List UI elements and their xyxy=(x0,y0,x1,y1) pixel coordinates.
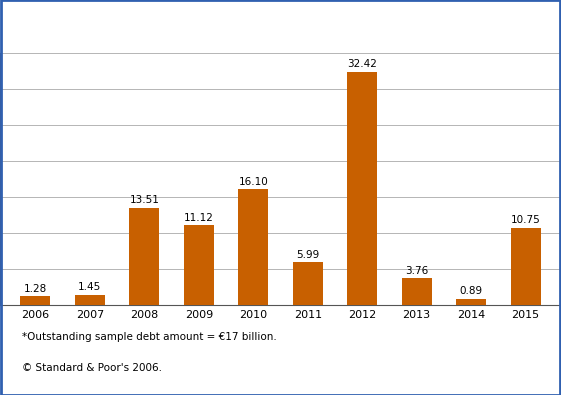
Bar xyxy=(130,208,159,305)
Bar xyxy=(20,296,50,305)
Text: 3.76: 3.76 xyxy=(405,266,428,276)
Text: 1.28: 1.28 xyxy=(24,284,47,293)
Bar xyxy=(456,299,486,305)
Text: Chart 5: Percentage Of Outstanding Debt Amount* In Each Year: Chart 5: Percentage Of Outstanding Debt … xyxy=(8,9,484,23)
Bar xyxy=(347,71,377,305)
Text: 11.12: 11.12 xyxy=(184,213,214,223)
Bar xyxy=(238,189,268,305)
Bar xyxy=(293,262,323,305)
Text: 0.89: 0.89 xyxy=(459,286,482,297)
Bar xyxy=(75,295,105,305)
Text: 13.51: 13.51 xyxy=(130,196,159,205)
Bar xyxy=(511,228,541,305)
Text: 16.10: 16.10 xyxy=(238,177,268,187)
Text: 32.42: 32.42 xyxy=(347,59,377,69)
Bar xyxy=(184,225,214,305)
Text: *Outstanding sample debt amount = €17 billion.: *Outstanding sample debt amount = €17 bi… xyxy=(22,332,277,342)
Text: 5.99: 5.99 xyxy=(296,250,319,260)
Text: 10.75: 10.75 xyxy=(511,215,540,225)
Bar xyxy=(402,278,431,305)
Text: Program loans: Program loans xyxy=(8,35,94,48)
Text: © Standard & Poor's 2006.: © Standard & Poor's 2006. xyxy=(22,363,163,373)
Text: 1.45: 1.45 xyxy=(78,282,102,292)
